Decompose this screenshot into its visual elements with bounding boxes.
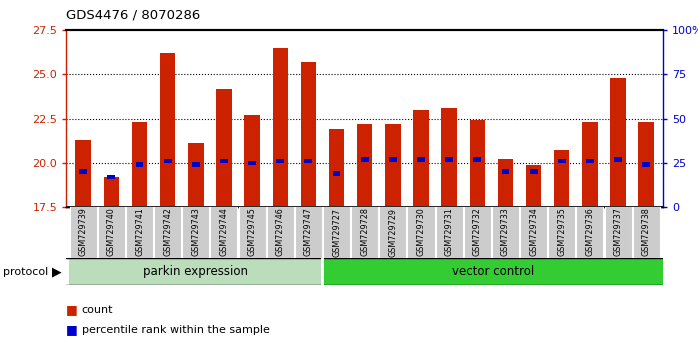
FancyBboxPatch shape [632, 206, 660, 258]
FancyBboxPatch shape [408, 206, 435, 258]
Bar [107, 175, 115, 179]
FancyBboxPatch shape [154, 206, 181, 258]
Bar [192, 162, 200, 167]
Bar [248, 160, 256, 165]
Text: GSM729747: GSM729747 [304, 207, 313, 257]
Bar [333, 171, 341, 176]
Bar [502, 169, 510, 174]
Text: GSM729744: GSM729744 [219, 207, 228, 256]
FancyBboxPatch shape [295, 206, 322, 258]
Bar [498, 159, 513, 207]
FancyBboxPatch shape [182, 206, 209, 258]
Bar [244, 115, 260, 207]
Bar [530, 169, 537, 174]
Text: GSM729741: GSM729741 [135, 207, 144, 256]
Bar [417, 157, 425, 161]
Text: percentile rank within the sample: percentile rank within the sample [82, 325, 269, 335]
Text: GSM729731: GSM729731 [445, 207, 454, 256]
Bar [582, 122, 597, 207]
FancyBboxPatch shape [69, 258, 322, 285]
FancyBboxPatch shape [577, 206, 603, 258]
FancyBboxPatch shape [548, 206, 575, 258]
FancyBboxPatch shape [322, 258, 663, 285]
Text: ▶: ▶ [52, 265, 61, 278]
FancyBboxPatch shape [436, 206, 463, 258]
Text: ■: ■ [66, 303, 78, 316]
FancyBboxPatch shape [239, 206, 266, 258]
Bar [361, 157, 369, 161]
Bar [329, 129, 344, 207]
Bar [220, 159, 228, 163]
Bar [586, 159, 594, 163]
Text: GSM729742: GSM729742 [163, 207, 172, 257]
Text: GSM729732: GSM729732 [473, 207, 482, 257]
Bar [75, 140, 91, 207]
Bar [554, 150, 570, 207]
Text: GSM729728: GSM729728 [360, 207, 369, 257]
Text: GSM729739: GSM729739 [79, 207, 88, 257]
Text: GSM729746: GSM729746 [276, 207, 285, 256]
Text: GSM729745: GSM729745 [248, 207, 257, 257]
FancyBboxPatch shape [463, 206, 491, 258]
FancyBboxPatch shape [210, 206, 237, 258]
Bar [470, 120, 485, 207]
Bar [164, 159, 172, 163]
FancyBboxPatch shape [351, 206, 378, 258]
Text: GSM729729: GSM729729 [388, 207, 397, 257]
Bar [304, 159, 312, 163]
Text: GSM729738: GSM729738 [641, 207, 651, 256]
Text: GSM729733: GSM729733 [501, 207, 510, 256]
Text: GSM729736: GSM729736 [586, 207, 595, 256]
Text: count: count [82, 305, 113, 315]
Bar [445, 157, 453, 161]
Bar [135, 162, 144, 167]
Bar [473, 157, 481, 161]
Text: GSM729727: GSM729727 [332, 207, 341, 257]
FancyBboxPatch shape [267, 206, 294, 258]
Bar [216, 88, 232, 207]
Text: GSM729737: GSM729737 [614, 207, 623, 257]
Bar [614, 157, 622, 161]
FancyBboxPatch shape [70, 206, 97, 258]
Text: GDS4476 / 8070286: GDS4476 / 8070286 [66, 9, 200, 22]
Bar [526, 165, 542, 207]
Bar [385, 124, 401, 207]
Text: parkin expression: parkin expression [143, 265, 248, 278]
Bar [413, 110, 429, 207]
FancyBboxPatch shape [379, 206, 406, 258]
Bar [639, 122, 654, 207]
FancyBboxPatch shape [520, 206, 547, 258]
Text: GSM729730: GSM729730 [417, 207, 426, 256]
Text: vector control: vector control [452, 265, 534, 278]
Bar [357, 124, 373, 207]
Text: ■: ■ [66, 324, 78, 336]
FancyBboxPatch shape [492, 206, 519, 258]
Bar [103, 177, 119, 207]
FancyBboxPatch shape [604, 206, 632, 258]
Bar [642, 162, 650, 167]
Bar [389, 157, 396, 161]
Bar [160, 53, 175, 207]
Bar [441, 108, 457, 207]
Bar [276, 159, 284, 163]
FancyBboxPatch shape [126, 206, 153, 258]
Text: GSM729740: GSM729740 [107, 207, 116, 256]
Bar [188, 143, 204, 207]
Bar [610, 78, 626, 207]
Bar [132, 122, 147, 207]
Bar [301, 62, 316, 207]
Text: GSM729735: GSM729735 [557, 207, 566, 257]
Bar [80, 169, 87, 174]
Text: protocol: protocol [3, 267, 49, 276]
Bar [558, 159, 565, 163]
FancyBboxPatch shape [323, 206, 350, 258]
Text: GSM729734: GSM729734 [529, 207, 538, 256]
Bar [272, 48, 288, 207]
FancyBboxPatch shape [98, 206, 125, 258]
Text: GSM729743: GSM729743 [191, 207, 200, 256]
